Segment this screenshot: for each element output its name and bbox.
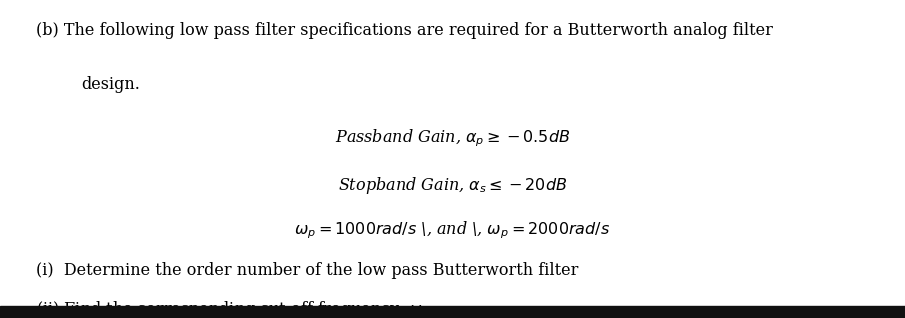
Text: Passband Gain, $\mathit{\alpha_p} \geq -0.5dB$: Passband Gain, $\mathit{\alpha_p} \geq -… [335, 127, 570, 149]
Text: (ii) Find the corresponding cut off frequency, $\omega_c$: (ii) Find the corresponding cut off freq… [36, 299, 430, 318]
Text: $\omega_p = 1000rad/s$ \, and \, $\omega_p = 2000rad/s$: $\omega_p = 1000rad/s$ \, and \, $\omega… [294, 219, 611, 241]
Bar [0, 306, 905, 318]
Text: design.: design. [81, 76, 140, 93]
Text: (i)  Determine the order number of the low pass Butterworth filter: (i) Determine the order number of the lo… [36, 262, 578, 279]
Text: Stopband Gain, $\mathit{\alpha_s} \leq -20dB$: Stopband Gain, $\mathit{\alpha_s} \leq -… [338, 175, 567, 196]
Text: (b) The following low pass filter specifications are required for a Butterworth : (b) The following low pass filter specif… [36, 22, 773, 39]
